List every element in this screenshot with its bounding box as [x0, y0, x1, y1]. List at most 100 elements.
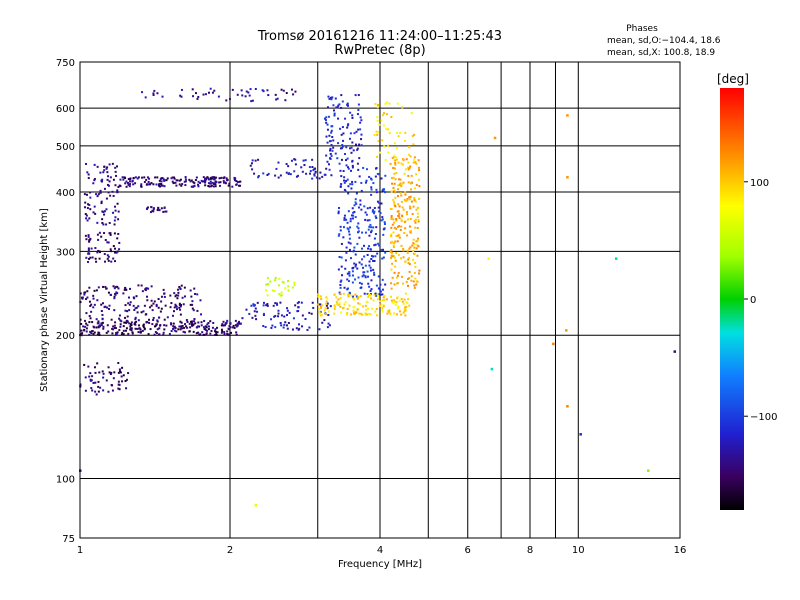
- data-point: [393, 154, 396, 157]
- data-point: [137, 331, 140, 334]
- data-point: [398, 217, 401, 220]
- data-point: [373, 210, 376, 213]
- data-point: [351, 164, 354, 167]
- data-point: [303, 163, 306, 166]
- data-point: [310, 312, 313, 315]
- data-point: [354, 198, 357, 201]
- data-point: [398, 236, 401, 239]
- data-point: [487, 257, 490, 260]
- data-point: [339, 286, 342, 289]
- data-point: [214, 328, 217, 331]
- data-point: [119, 178, 122, 181]
- data-point: [400, 298, 403, 301]
- data-point: [326, 128, 329, 131]
- data-point: [410, 200, 413, 203]
- data-point: [90, 310, 93, 313]
- data-point: [370, 193, 373, 196]
- data-point: [392, 245, 395, 248]
- data-point: [327, 322, 330, 325]
- data-point: [222, 320, 225, 323]
- data-point: [342, 292, 345, 295]
- data-point: [222, 181, 225, 184]
- data-point: [354, 278, 357, 281]
- data-point: [254, 87, 257, 90]
- data-point: [126, 310, 129, 313]
- data-point: [152, 318, 155, 321]
- data-point: [404, 314, 407, 317]
- data-point: [106, 171, 109, 174]
- data-point: [136, 177, 139, 180]
- data-point: [266, 277, 269, 280]
- data-point: [409, 231, 412, 234]
- data-point: [353, 312, 356, 315]
- data-point: [283, 315, 286, 318]
- data-point: [91, 389, 94, 392]
- data-point: [154, 176, 157, 179]
- data-point: [377, 293, 380, 296]
- data-point: [219, 181, 222, 184]
- data-point: [301, 314, 304, 317]
- data-point: [369, 269, 372, 272]
- data-point: [394, 178, 397, 181]
- data-point: [269, 280, 272, 283]
- data-point: [102, 211, 105, 214]
- data-point: [235, 183, 238, 186]
- data-point: [326, 307, 329, 310]
- data-point: [131, 332, 134, 335]
- data-point: [88, 217, 91, 220]
- data-point: [382, 112, 385, 115]
- data-point: [197, 95, 200, 98]
- data-point: [353, 210, 356, 213]
- data-point: [408, 205, 411, 208]
- data-point: [323, 117, 326, 120]
- data-point: [130, 324, 133, 327]
- data-point: [84, 319, 87, 322]
- data-point: [358, 143, 361, 146]
- data-point: [337, 210, 340, 213]
- data-point: [153, 333, 156, 336]
- data-point: [378, 151, 381, 154]
- data-point: [152, 92, 155, 95]
- data-point: [338, 162, 341, 165]
- data-point: [85, 256, 88, 259]
- data-point: [384, 283, 387, 286]
- data-point: [176, 297, 179, 300]
- data-point: [408, 196, 411, 199]
- data-point: [265, 289, 268, 292]
- data-point: [208, 325, 211, 328]
- data-point: [159, 324, 162, 327]
- data-point: [248, 94, 251, 97]
- data-point: [396, 234, 399, 237]
- data-point: [100, 202, 103, 205]
- data-point: [406, 211, 409, 214]
- data-point: [392, 302, 395, 305]
- data-point: [163, 295, 166, 298]
- data-point: [370, 188, 373, 191]
- data-point: [308, 166, 311, 169]
- grid: [79, 61, 681, 539]
- data-point: [158, 333, 161, 336]
- data-point: [190, 295, 193, 298]
- data-point: [114, 327, 117, 330]
- data-point: [82, 325, 85, 328]
- data-point: [123, 176, 126, 179]
- data-point: [95, 326, 98, 329]
- data-point: [369, 294, 372, 297]
- data-point: [381, 189, 384, 192]
- data-point: [396, 282, 399, 285]
- data-point: [396, 296, 399, 299]
- data-point: [180, 304, 183, 307]
- data-point: [390, 115, 393, 118]
- data-point: [408, 198, 411, 201]
- data-point: [407, 261, 410, 264]
- data-point: [124, 309, 127, 312]
- data-point: [169, 306, 172, 309]
- data-point: [181, 183, 184, 186]
- data-point: [351, 183, 354, 186]
- data-point: [373, 271, 376, 274]
- data-point: [274, 302, 277, 305]
- data-point: [390, 282, 393, 285]
- data-point: [334, 97, 337, 100]
- data-point: [390, 256, 393, 259]
- data-point: [365, 213, 368, 216]
